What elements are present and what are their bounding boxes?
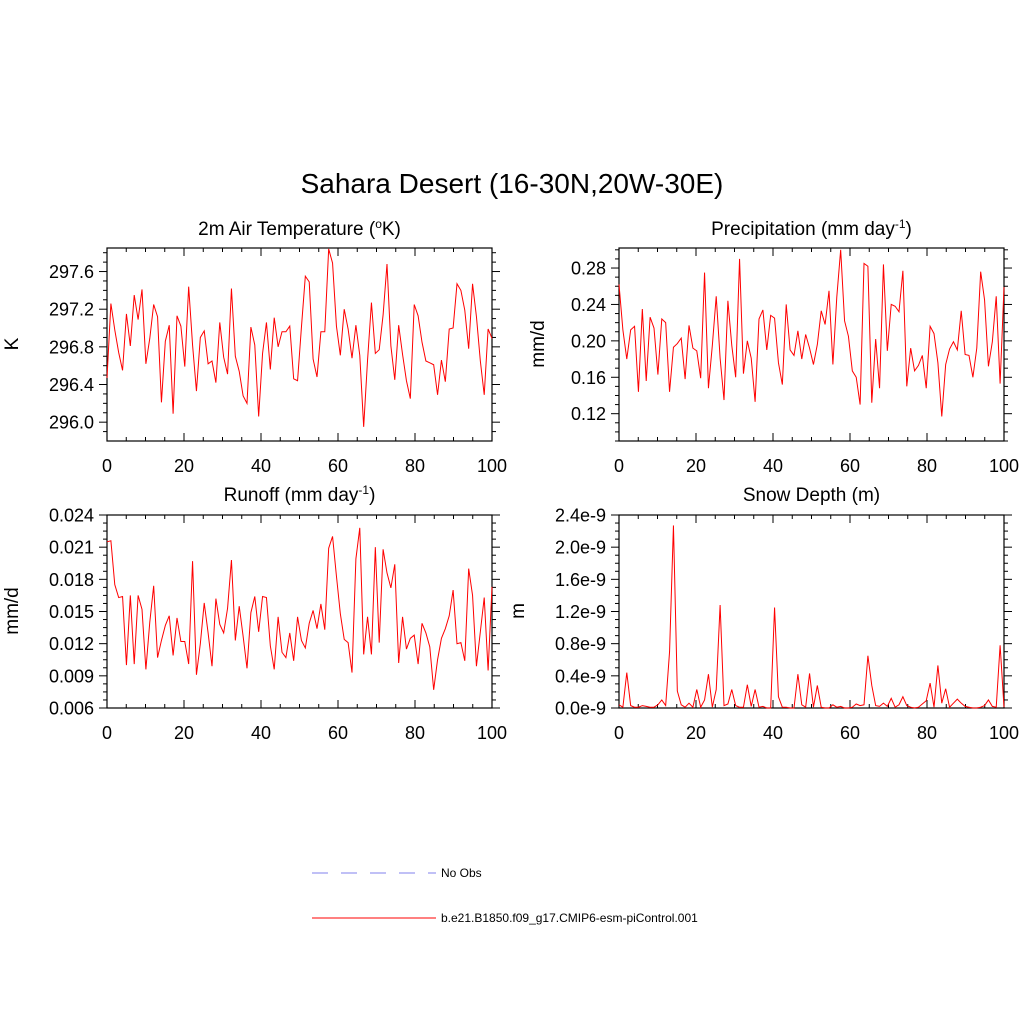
panel-title-main: Runoff (mm day (224, 485, 359, 506)
y-axis-label: mm/d (2, 587, 23, 635)
x-tick-label: 60 (328, 723, 348, 743)
panel-title: Snow Depth (m) (743, 485, 880, 506)
x-tick-label: 100 (477, 456, 507, 476)
x-tick-label: 60 (840, 723, 860, 743)
legend-label-model-run: b.e21.B1850.f09_g17.CMIP6-esm-piControl.… (441, 911, 698, 925)
legend: No Obs b.e21.B1850.f09_g17.CMIP6-esm-piC… (312, 866, 698, 925)
x-tick-label: 100 (477, 723, 507, 743)
y-tick-label: 296.4 (49, 375, 94, 395)
series-line-air-temperature (106, 248, 493, 427)
y-tick-label: 0.006 (49, 699, 94, 719)
panel-title-end: ) (906, 219, 912, 240)
panel-title: Precipitation (mm day-1) (711, 217, 912, 240)
x-tick-label: 20 (174, 456, 194, 476)
x-tick-label: 100 (989, 456, 1019, 476)
y-tick-label: 0.20 (571, 331, 606, 351)
y-tick-label: 0.24 (571, 295, 606, 315)
x-tick-label: 80 (405, 723, 425, 743)
y-tick-label: 296.0 (49, 413, 94, 433)
panel-air-temperature: 0 20 40 60 80 100 296.0 296.4 296.8 297.2 297.6 K 2m… (2, 217, 507, 476)
panel-precipitation: 0 20 40 60 80 100 0.12 0.16 0.20 0.24 0.28 mm/d Prec… (528, 217, 1019, 476)
y-tick-label: 0.12 (571, 404, 606, 424)
x-tick-label: 0 (614, 456, 624, 476)
x-tick-label: 0 (102, 723, 112, 743)
y-tick-label: 2.0e-9 (555, 538, 606, 558)
x-tick-label: 80 (405, 456, 425, 476)
plot-frame-runoff (106, 514, 493, 709)
x-tick-label: 40 (251, 456, 271, 476)
panel-title-main: Snow Depth (m) (743, 485, 880, 506)
panel-title-end: ) (369, 485, 375, 506)
y-axis-label: m (508, 603, 529, 619)
y-tick-label: 0.018 (49, 570, 94, 590)
x-tick-label: 20 (686, 723, 706, 743)
x-tick-label: 0 (614, 723, 624, 743)
y-tick-label: 0.021 (49, 538, 94, 558)
y-tick-label: 296.8 (49, 337, 94, 357)
panel-runoff: 0 20 40 60 80 100 0.006 0.009 0.012 0.015 0.018 0.0… (2, 483, 507, 743)
y-tick-label: 0.0e-9 (555, 699, 606, 719)
y-tick-label: 0.024 (49, 506, 94, 526)
x-tick-label: 40 (763, 723, 783, 743)
x-tick-label: 20 (686, 456, 706, 476)
x-tick-label: 0 (102, 456, 112, 476)
x-tick-label: 60 (840, 456, 860, 476)
legend-label-no-obs: No Obs (441, 866, 482, 880)
y-axis-label: K (2, 337, 23, 350)
y-tick-label: 0.015 (49, 602, 94, 622)
x-tick-label: 20 (174, 723, 194, 743)
y-tick-label: 0.009 (49, 666, 94, 686)
x-tick-label: 80 (917, 723, 937, 743)
series-line-precipitation (618, 249, 1005, 417)
figure-title: Sahara Desert (16-30N,20W-30E) (301, 168, 724, 199)
panel-title-superscript: -1 (895, 217, 906, 231)
y-tick-label: 0.28 (571, 259, 606, 279)
y-tick-label: 0.8e-9 (555, 634, 606, 654)
y-tick-label: 0.16 (571, 368, 606, 388)
x-tick-label: 80 (917, 456, 937, 476)
series-line-snow-depth (618, 525, 1005, 709)
y-tick-label: 2.4e-9 (555, 506, 606, 526)
x-tick-label: 100 (989, 723, 1019, 743)
x-tick-label: 60 (328, 456, 348, 476)
y-tick-label: 0.012 (49, 634, 94, 654)
panel-title-superscript: -1 (358, 483, 369, 497)
y-tick-label: 297.6 (49, 262, 94, 282)
panel-title-superscript: o (375, 217, 382, 231)
panel-title-end: K) (382, 219, 401, 240)
y-tick-label: 1.2e-9 (555, 602, 606, 622)
panel-title-main: Precipitation (mm day (711, 219, 895, 240)
panel-title-main: 2m Air Temperature ( (198, 219, 376, 240)
y-tick-label: 297.2 (49, 300, 94, 320)
panel-title: Runoff (mm day-1) (224, 483, 376, 506)
y-tick-label: 1.6e-9 (555, 570, 606, 590)
panel-title: 2m Air Temperature (oK) (198, 217, 401, 240)
x-tick-label: 40 (251, 723, 271, 743)
series-line-runoff (106, 527, 493, 690)
x-tick-label: 40 (763, 456, 783, 476)
y-tick-label: 0.4e-9 (555, 666, 606, 686)
panel-snow-depth: 0 20 40 60 80 100 0.0e-9 0.4e-9 0.8e-9 1.2e-9 1.6e… (508, 485, 1019, 743)
y-axis-label: mm/d (528, 320, 549, 368)
